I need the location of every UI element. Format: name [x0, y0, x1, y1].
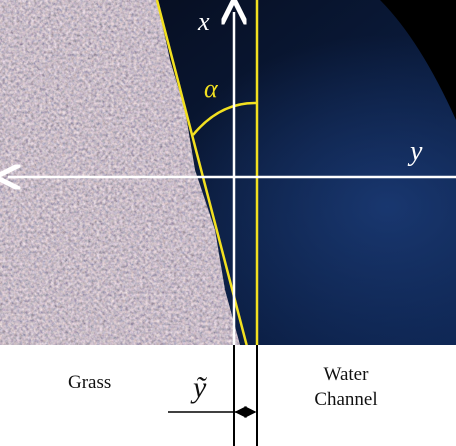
offset-label: ỹ [190, 371, 207, 404]
grass-label: Grass [68, 372, 111, 393]
caption-area [0, 345, 456, 446]
annotated-photo: x y α Grass Water Channel ỹ [0, 0, 456, 446]
water-label-1: Water [324, 364, 370, 385]
x-axis-label: x [197, 7, 210, 36]
angle-label: α [204, 74, 219, 103]
y-axis-label: y [407, 136, 423, 167]
water-label-2: Channel [314, 389, 377, 410]
